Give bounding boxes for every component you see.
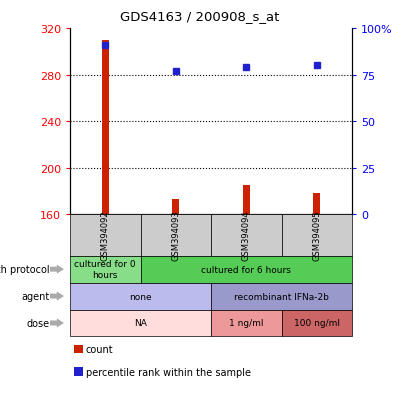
Text: percentile rank within the sample: percentile rank within the sample <box>86 367 251 377</box>
Text: count: count <box>86 344 114 354</box>
Text: cultured for 6 hours: cultured for 6 hours <box>201 265 291 274</box>
Text: GSM394095: GSM394095 <box>312 210 321 261</box>
Text: dose: dose <box>27 318 50 328</box>
Bar <box>172 199 179 215</box>
Bar <box>102 40 109 215</box>
Text: 1 ng/ml: 1 ng/ml <box>229 319 264 328</box>
Bar <box>243 186 250 215</box>
Text: GSM394093: GSM394093 <box>171 210 180 261</box>
Text: 100 ng/ml: 100 ng/ml <box>294 319 340 328</box>
Text: none: none <box>129 292 152 301</box>
Text: cultured for 0
hours: cultured for 0 hours <box>74 260 136 279</box>
Text: GSM394092: GSM394092 <box>101 210 110 261</box>
Text: GSM394094: GSM394094 <box>242 210 251 261</box>
Text: recombinant IFNa-2b: recombinant IFNa-2b <box>234 292 329 301</box>
Bar <box>313 194 320 215</box>
Text: GDS4163 / 200908_s_at: GDS4163 / 200908_s_at <box>120 10 280 23</box>
Text: growth protocol: growth protocol <box>0 264 50 275</box>
Text: agent: agent <box>22 291 50 301</box>
Text: NA: NA <box>134 319 147 328</box>
